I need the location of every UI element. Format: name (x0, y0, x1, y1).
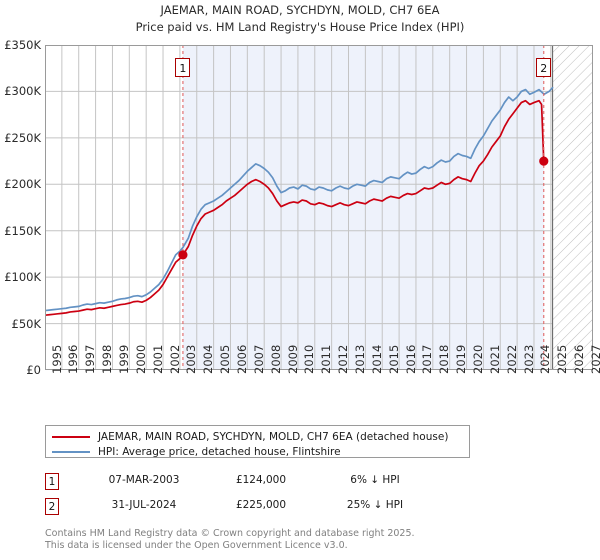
y-axis-tick-label: £100K (4, 270, 41, 285)
table-row[interactable]: 2 31-JUL-2024 £225,000 25% ↓ HPI (45, 497, 465, 522)
x-axis-tick-label: 2018 (437, 344, 452, 374)
status-badge: 2 (45, 498, 59, 515)
y-axis-tick-label: £50K (11, 316, 42, 331)
legend-swatch-price-paid (52, 436, 90, 438)
title-block: JAEMAR, MAIN ROAD, SYCHDYN, MOLD, CH7 6E… (0, 2, 600, 36)
transaction-table: 1 07-MAR-2003 £124,000 6% ↓ HPI 2 31-JUL… (45, 472, 465, 522)
transaction-hpi-delta: 6% ↓ HPI (350, 474, 400, 486)
x-axis-tick-label: 1995 (49, 344, 64, 374)
x-axis-tick-label: 1999 (116, 344, 131, 374)
x-axis-tick-label: 2022 (504, 344, 519, 374)
page-title: JAEMAR, MAIN ROAD, SYCHDYN, MOLD, CH7 6E… (160, 3, 440, 17)
page-subtitle: Price paid vs. HM Land Registry's House … (135, 20, 465, 34)
legend-label-hpi: HPI: Average price, detached house, Flin… (98, 446, 341, 458)
x-axis-tick-label: 2007 (251, 344, 266, 374)
plot-marker-2[interactable]: 2 (536, 58, 552, 77)
legend-label-price-paid: JAEMAR, MAIN ROAD, SYCHDYN, MOLD, CH7 6E… (98, 431, 449, 443)
y-axis-tick-label: £300K (4, 84, 41, 99)
x-axis-tick-label: 2023 (521, 344, 536, 374)
x-axis-tick-label: 1996 (66, 344, 81, 374)
transaction-price: £225,000 (235, 499, 287, 511)
x-axis-tick-label: 2008 (268, 344, 283, 374)
x-axis-tick-label: 2015 (386, 344, 401, 374)
table-row[interactable]: 1 07-MAR-2003 £124,000 6% ↓ HPI (45, 472, 465, 497)
x-axis-tick-label: 2010 (302, 344, 317, 374)
y-axis-tick-label: £350K (4, 38, 41, 52)
x-axis-tick-label: 2014 (369, 344, 384, 374)
x-axis-tick-label: 2020 (471, 344, 486, 374)
x-axis-tick-label: 2017 (420, 344, 435, 374)
status-badge: 1 (45, 473, 59, 490)
x-axis-tick-label: 1998 (100, 344, 115, 374)
x-axis-tick-label: 2005 (218, 344, 233, 374)
x-axis-tick-label: 2027 (589, 344, 600, 374)
x-axis-tick-label: 2000 (133, 344, 148, 374)
x-axis-tick-label: 2026 (572, 344, 587, 374)
legend-item-price-paid: JAEMAR, MAIN ROAD, SYCHDYN, MOLD, CH7 6E… (52, 430, 463, 444)
chart-plot-area (45, 45, 593, 370)
plot-marker-1[interactable]: 1 (175, 58, 191, 77)
x-axis-tick-label: 2025 (555, 344, 570, 374)
legend-item-hpi: HPI: Average price, detached house, Flin… (52, 445, 463, 459)
y-axis-tick-label: £250K (4, 130, 41, 145)
x-axis-tick-label: 2021 (487, 344, 502, 374)
y-axis-tick-label: £200K (4, 177, 41, 192)
copyright-footer: Contains HM Land Registry data © Crown c… (45, 528, 565, 551)
chart-svg (45, 45, 593, 370)
transaction-price: £124,000 (235, 474, 287, 486)
x-axis-tick-label: 2004 (201, 344, 216, 374)
footer-line-1: Contains HM Land Registry data © Crown c… (45, 528, 415, 539)
y-axis-tick-label: £150K (4, 223, 41, 238)
x-axis-tick-label: 2003 (184, 344, 199, 374)
footer-line-2: This data is licensed under the Open Gov… (45, 539, 348, 551)
x-axis-tick-label: 2013 (353, 344, 367, 374)
x-axis-tick-label: 2019 (454, 344, 469, 374)
chart-legend: JAEMAR, MAIN ROAD, SYCHDYN, MOLD, CH7 6E… (45, 425, 470, 458)
x-axis-tick-label: 1997 (83, 344, 98, 374)
x-axis-tick-label: 2002 (167, 344, 182, 374)
x-axis-tick-label: 2009 (285, 344, 300, 374)
x-axis-tick-label: 2016 (403, 344, 418, 374)
transaction-date: 07-MAR-2003 (108, 474, 180, 486)
legend-swatch-hpi (52, 451, 90, 453)
x-axis-tick-label: 2001 (150, 344, 165, 374)
transaction-hpi-delta: 25% ↓ HPI (346, 499, 404, 511)
transaction-date: 31-JUL-2024 (111, 499, 177, 511)
x-axis-tick-label: 2006 (234, 344, 249, 374)
y-axis-tick-label: £0 (26, 363, 41, 377)
x-axis-tick-label: 2012 (336, 344, 351, 374)
x-axis-tick-label: 2011 (319, 344, 334, 374)
x-axis-tick-label: 2024 (538, 344, 553, 374)
